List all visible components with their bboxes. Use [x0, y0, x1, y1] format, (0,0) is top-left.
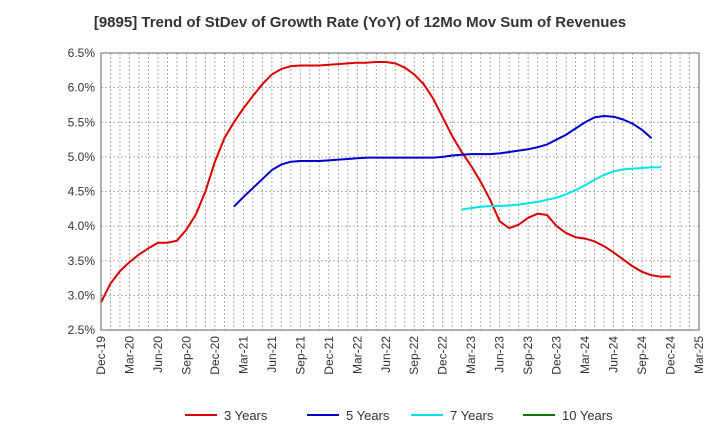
x-tick-label: Dec-24	[664, 336, 678, 375]
y-tick-label: 4.5%	[68, 185, 96, 199]
x-tick-label: Mar-24	[578, 336, 592, 374]
series-group	[100, 61, 671, 303]
x-tick-label: Mar-21	[236, 336, 250, 374]
x-tick-label: Sep-24	[635, 336, 649, 375]
y-tick-label: 2.5%	[68, 323, 96, 337]
x-tick-label: Jun-23	[493, 336, 507, 373]
x-tick-label: Jun-20	[151, 336, 165, 373]
series-line-3-years	[100, 61, 671, 303]
legend-label: 10 Years	[562, 408, 613, 423]
x-tick-label: Mar-23	[464, 336, 478, 374]
plot-border	[100, 52, 700, 331]
legend-label: 7 Years	[450, 408, 494, 423]
legend[interactable]: 3 Years 5 Years 7 Years 10 Years	[185, 408, 613, 423]
plot-area	[101, 53, 699, 330]
y-tick-label: 5.5%	[68, 115, 96, 129]
y-tick-label: 4.0%	[68, 219, 96, 233]
x-tick-label: Mar-20	[122, 336, 136, 374]
x-tick-label: Dec-19	[94, 336, 108, 375]
y-tick-label: 6.0%	[68, 81, 96, 95]
x-tick-label: Jun-22	[379, 336, 393, 373]
legend-item-5-years[interactable]: 5 Years	[307, 408, 390, 423]
x-axis: Dec-19 Mar-20 Jun-20 Sep-20 Dec-20 Mar-21 Jun-…	[94, 336, 706, 375]
x-tick-label: Mar-25	[692, 336, 706, 374]
y-tick-label: 5.0%	[68, 150, 96, 164]
x-tick-label: Jun-21	[265, 336, 279, 373]
series-line-7-years	[461, 166, 662, 211]
x-tick-label: Mar-22	[350, 336, 364, 374]
x-tick-label: Sep-21	[293, 336, 307, 375]
x-tick-label: Sep-20	[179, 336, 193, 375]
legend-item-3-years[interactable]: 3 Years	[185, 408, 268, 423]
x-tick-label: Dec-20	[208, 336, 222, 375]
legend-item-7-years[interactable]: 7 Years	[411, 408, 494, 423]
x-tick-label: Jun-24	[607, 336, 621, 373]
x-tick-label: Dec-23	[550, 336, 564, 375]
legend-label: 3 Years	[224, 408, 268, 423]
y-tick-label: 6.5%	[68, 46, 96, 60]
y-axis: 2.5% 3.0% 3.5% 4.0% 4.5% 5.0% 5.5% 6.0% 6.5%	[68, 46, 96, 337]
x-tick-label: Dec-21	[322, 336, 336, 375]
x-tick-label: Sep-22	[407, 336, 421, 375]
x-tick-label: Dec-22	[436, 336, 450, 375]
x-tick-label: Sep-23	[521, 336, 535, 375]
legend-item-10-years[interactable]: 10 Years	[523, 408, 613, 423]
y-tick-label: 3.0%	[68, 288, 96, 302]
y-tick-label: 3.5%	[68, 254, 96, 268]
series-line-5-years	[233, 115, 653, 208]
chart-title: [9895] Trend of StDev of Growth Rate (Yo…	[93, 14, 627, 31]
legend-label: 5 Years	[346, 408, 390, 423]
